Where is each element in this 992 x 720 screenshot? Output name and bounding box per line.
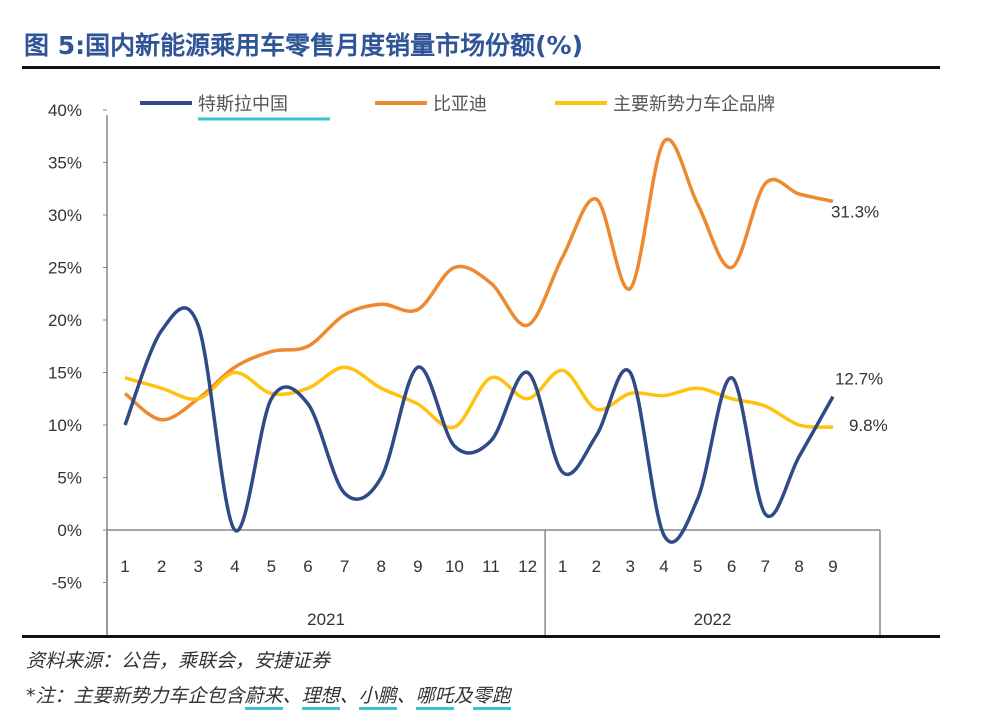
y-tick-label: 20% [48,311,82,330]
x-tick-label: 3 [193,557,202,576]
x-tick-label: 8 [794,557,803,576]
footnote: *注：主要新势力车企包含蔚来、理想、小鹏、哪吒及零跑 [26,681,511,710]
x-tick-label: 5 [693,557,702,576]
y-tick-label: 10% [48,416,82,435]
x-tick-label: 9 [413,557,422,576]
end-value-label: 9.8% [849,416,888,435]
x-group-label: 2021 [307,610,345,629]
x-tick-label: 3 [625,557,634,576]
brand-xpeng[interactable]: 小鹏 [358,685,397,710]
x-tick-label: 5 [267,557,276,576]
brand-neta[interactable]: 哪吒 [415,685,454,710]
source-note: 资料来源：公告，乘联会，安捷证券 [26,650,331,672]
end-value-label: 12.7% [835,370,883,389]
brand-li[interactable]: 理想 [301,685,340,710]
title-rule [22,66,940,69]
x-tick-label: 6 [727,557,736,576]
end-value-label: 31.3% [831,202,879,221]
separator: 、 [396,685,416,707]
x-tick-label: 10 [445,557,464,576]
x-tick-label: 2 [157,557,166,576]
conjunction: 及 [453,685,473,707]
series-line-2 [124,365,834,430]
brand-nio[interactable]: 蔚来 [244,685,283,710]
brand-leapmotor[interactable]: 零跑 [472,685,511,710]
chart-title: 图 5:国内新能源乘用车零售月度销量市场份额(%) [24,31,583,60]
y-tick-label: -5% [52,574,82,593]
footnote-prefix: *注：主要新势力车企包含 [26,685,245,707]
y-tick-label: 30% [48,206,82,225]
series-line-1 [123,137,834,422]
x-tick-label: 6 [303,557,312,576]
separator: 、 [339,685,359,707]
x-tick-label: 7 [340,557,349,576]
x-tick-label: 4 [230,557,239,576]
series-line-0 [123,306,835,544]
y-tick-label: 40% [48,101,82,120]
legend-label: 比亚迪 [433,94,487,115]
legend-label: 特斯拉中国 [198,94,288,115]
x-tick-label: 9 [828,557,837,576]
y-tick-label: 25% [48,259,82,278]
y-tick-label: 5% [57,469,82,488]
x-tick-label: 11 [482,557,500,576]
y-tick-label: 0% [57,521,82,540]
separator: 、 [282,685,302,707]
x-tick-label: 7 [761,557,770,576]
x-tick-label: 2 [592,557,601,576]
x-group-label: 2022 [694,610,732,629]
x-tick-label: 8 [376,557,385,576]
x-tick-label: 12 [518,557,537,576]
legend-label: 主要新势力车企品牌 [613,94,775,115]
y-tick-label: 15% [48,364,82,383]
bottom-rule [22,635,940,638]
x-tick-label: 4 [659,557,668,576]
y-tick-label: 35% [48,154,82,173]
x-tick-label: 1 [558,557,567,576]
x-tick-label: 1 [120,557,129,576]
